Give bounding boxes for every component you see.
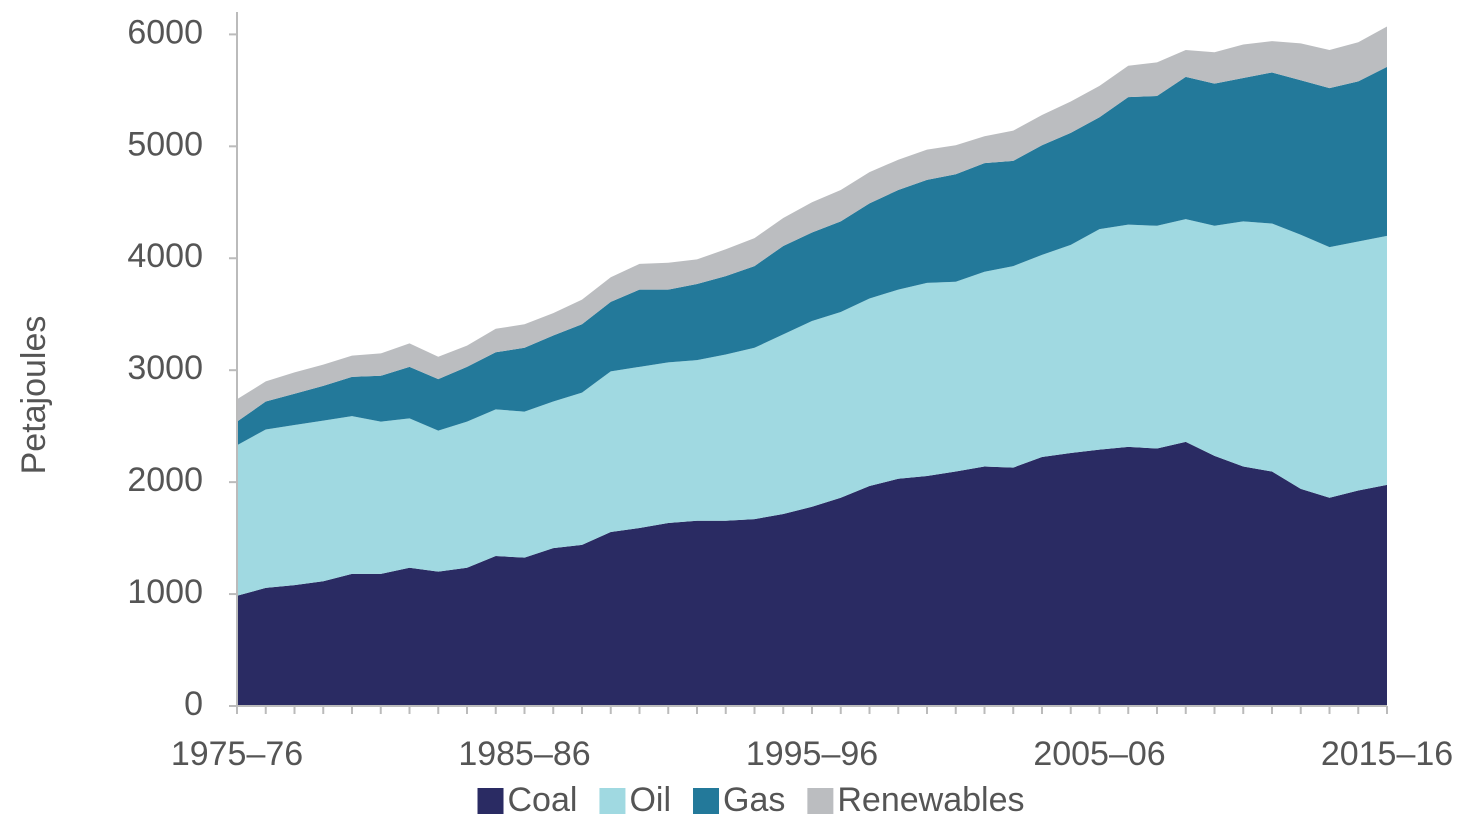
x-tick-label: 1975–76 xyxy=(171,735,303,773)
legend-label: Oil xyxy=(629,781,671,816)
legend: Coal Oil Gas Renewables xyxy=(477,781,1024,816)
x-tick-label: 2005–06 xyxy=(1033,735,1165,773)
y-tick-label: 5000 xyxy=(127,125,203,163)
legend-label: Gas xyxy=(723,781,785,816)
legend-label: Renewables xyxy=(837,781,1024,816)
y-tick-label: 2000 xyxy=(127,461,203,499)
y-tick-label: 1000 xyxy=(127,573,203,611)
y-tick-label: 6000 xyxy=(127,13,203,51)
area xyxy=(237,219,1387,596)
y-tick-label: 0 xyxy=(184,685,203,723)
legend-swatch xyxy=(599,788,626,814)
area xyxy=(237,26,1387,422)
area xyxy=(237,66,1387,446)
legend-label: Coal xyxy=(508,781,578,816)
area xyxy=(237,441,1387,706)
y-tick-label: 3000 xyxy=(127,349,203,387)
x-tick-label: 2015–16 xyxy=(1321,735,1453,773)
legend-swatch xyxy=(693,788,720,814)
x-tick-label: 1985–86 xyxy=(458,735,590,773)
x-tick-label: 1995–96 xyxy=(746,735,878,773)
y-tick-label: 4000 xyxy=(127,237,203,275)
legend-swatch xyxy=(477,788,504,814)
legend-swatch xyxy=(807,788,834,814)
y-axis-title: Petajoules xyxy=(15,316,53,475)
